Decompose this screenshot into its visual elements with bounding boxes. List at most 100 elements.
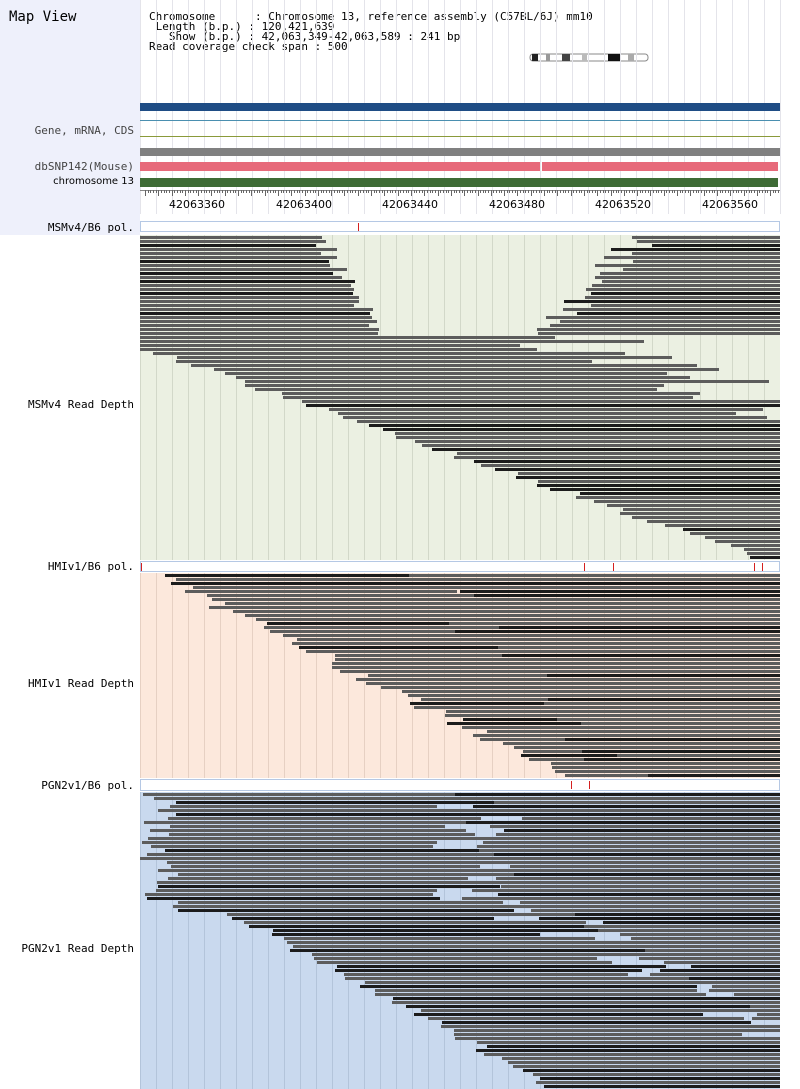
sequence-read[interactable] bbox=[507, 861, 800, 864]
sequence-read[interactable] bbox=[560, 710, 800, 713]
sequence-read[interactable] bbox=[178, 873, 549, 876]
sequence-read[interactable] bbox=[618, 945, 800, 948]
sequence-read[interactable] bbox=[249, 925, 626, 928]
sequence-read[interactable] bbox=[422, 586, 800, 589]
sequence-read[interactable] bbox=[491, 606, 800, 609]
sequence-read[interactable] bbox=[540, 690, 800, 693]
sequence-read[interactable] bbox=[140, 280, 355, 283]
sequence-read[interactable] bbox=[581, 722, 800, 725]
sequence-read[interactable] bbox=[177, 356, 673, 359]
sequence-read[interactable] bbox=[484, 1053, 800, 1056]
sequence-read[interactable] bbox=[517, 650, 800, 653]
sequence-read[interactable] bbox=[731, 544, 800, 547]
pgn2v1-pol-track[interactable] bbox=[140, 779, 780, 791]
sequence-read[interactable] bbox=[533, 1073, 800, 1076]
sequence-read[interactable] bbox=[140, 284, 351, 287]
sequence-read[interactable] bbox=[158, 885, 500, 888]
sequence-read[interactable] bbox=[369, 424, 800, 427]
sequence-read[interactable] bbox=[466, 821, 800, 824]
sequence-read[interactable] bbox=[273, 929, 612, 932]
sequence-read[interactable] bbox=[592, 284, 800, 287]
sequence-read[interactable] bbox=[476, 638, 800, 641]
sequence-read[interactable] bbox=[569, 714, 800, 717]
sequence-read[interactable] bbox=[292, 642, 602, 645]
sequence-read[interactable] bbox=[465, 614, 800, 617]
sequence-read[interactable] bbox=[145, 893, 433, 896]
sequence-read[interactable] bbox=[297, 638, 553, 641]
sequence-read[interactable] bbox=[548, 682, 800, 685]
sequence-read[interactable] bbox=[455, 1037, 790, 1040]
sequence-read[interactable] bbox=[143, 793, 543, 796]
sequence-read[interactable] bbox=[169, 833, 476, 836]
sequence-read[interactable] bbox=[332, 662, 600, 665]
snp-marker[interactable] bbox=[571, 781, 572, 789]
sequence-read[interactable] bbox=[509, 813, 800, 816]
sequence-read[interactable] bbox=[586, 288, 800, 291]
sequence-read[interactable] bbox=[632, 516, 800, 519]
sequence-read[interactable] bbox=[245, 380, 769, 383]
sequence-read[interactable] bbox=[560, 734, 800, 737]
sequence-read[interactable] bbox=[496, 877, 800, 880]
sequence-read[interactable] bbox=[683, 528, 800, 531]
sequence-read[interactable] bbox=[415, 440, 800, 443]
msmv4-read-depth[interactable] bbox=[140, 235, 800, 560]
msmv4-pol-track[interactable] bbox=[140, 221, 780, 232]
sequence-read[interactable] bbox=[576, 496, 800, 499]
sequence-read[interactable] bbox=[623, 508, 800, 511]
sequence-read[interactable] bbox=[623, 953, 800, 956]
snp-marker[interactable] bbox=[754, 563, 755, 571]
sequence-read[interactable] bbox=[632, 766, 800, 769]
sequence-read[interactable] bbox=[151, 845, 433, 848]
sequence-read[interactable] bbox=[493, 905, 800, 908]
sequence-read[interactable] bbox=[502, 654, 800, 657]
sequence-read[interactable] bbox=[459, 881, 800, 884]
sequence-read[interactable] bbox=[715, 540, 800, 543]
sequence-read[interactable] bbox=[424, 578, 800, 581]
sequence-read[interactable] bbox=[575, 913, 800, 916]
sequence-read[interactable] bbox=[171, 582, 428, 585]
sequence-read[interactable] bbox=[501, 885, 800, 888]
sequence-read[interactable] bbox=[156, 889, 438, 892]
sequence-read[interactable] bbox=[494, 801, 800, 804]
sequence-read[interactable] bbox=[256, 618, 549, 621]
sequence-read[interactable] bbox=[699, 997, 800, 1000]
sequence-read[interactable] bbox=[465, 857, 800, 860]
sequence-read[interactable] bbox=[497, 670, 800, 673]
sequence-read[interactable] bbox=[140, 236, 322, 239]
sequence-read[interactable] bbox=[584, 758, 800, 761]
sequence-read[interactable] bbox=[432, 448, 800, 451]
sequence-read[interactable] bbox=[140, 252, 321, 255]
sequence-read[interactable] bbox=[595, 746, 800, 749]
sequence-read[interactable] bbox=[357, 420, 800, 423]
sequence-read[interactable] bbox=[178, 909, 514, 912]
sequence-read[interactable] bbox=[462, 634, 800, 637]
sequence-read[interactable] bbox=[528, 662, 800, 665]
sequence-read[interactable] bbox=[168, 877, 469, 880]
sequence-read[interactable] bbox=[140, 240, 326, 243]
sequence-read[interactable] bbox=[513, 1065, 800, 1068]
sequence-read[interactable] bbox=[510, 865, 800, 868]
sequence-read[interactable] bbox=[750, 1005, 800, 1008]
sequence-read[interactable] bbox=[584, 925, 800, 928]
sequence-read[interactable] bbox=[153, 352, 626, 355]
sequence-read[interactable] bbox=[176, 813, 566, 816]
sequence-read[interactable] bbox=[140, 348, 538, 351]
sequence-read[interactable] bbox=[620, 933, 800, 936]
sequence-read[interactable] bbox=[647, 520, 800, 523]
sequence-read[interactable] bbox=[483, 841, 800, 844]
sequence-read[interactable] bbox=[477, 845, 800, 848]
sequence-read[interactable] bbox=[140, 308, 373, 311]
sequence-read[interactable] bbox=[582, 750, 800, 753]
sequence-read[interactable] bbox=[140, 248, 337, 251]
sequence-read[interactable] bbox=[607, 504, 800, 507]
sequence-read[interactable] bbox=[508, 1061, 792, 1064]
sequence-read[interactable] bbox=[650, 973, 800, 976]
sequence-read[interactable] bbox=[546, 316, 800, 319]
pgn2v1-read-depth[interactable] bbox=[140, 792, 800, 1089]
sequence-read[interactable] bbox=[140, 296, 359, 299]
sequence-read[interactable] bbox=[454, 1033, 742, 1036]
sequence-read[interactable] bbox=[565, 738, 800, 741]
sequence-read[interactable] bbox=[140, 272, 333, 275]
sequence-read[interactable] bbox=[449, 622, 800, 625]
sequence-read[interactable] bbox=[340, 670, 627, 673]
